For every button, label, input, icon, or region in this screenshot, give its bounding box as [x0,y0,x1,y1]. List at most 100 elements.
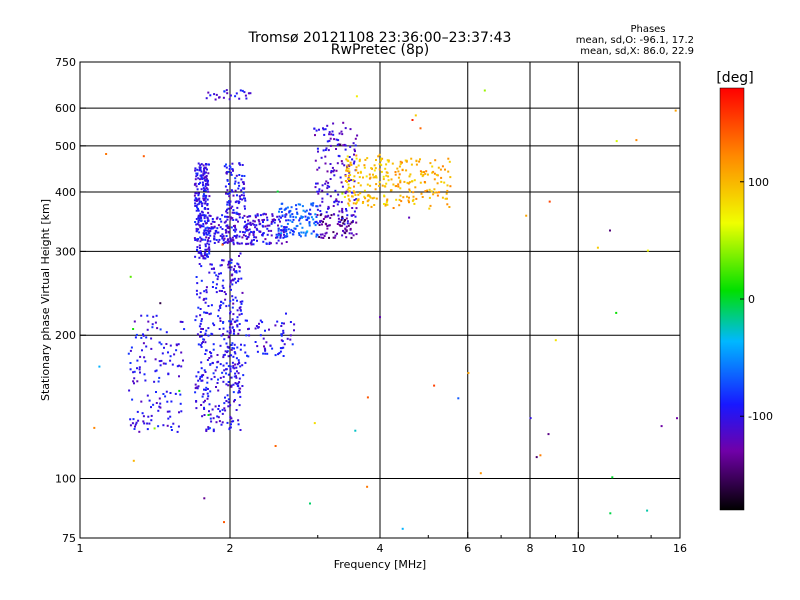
echo-point [206,359,209,361]
echo-point [233,343,236,346]
echo-point [157,425,160,428]
echo-point [344,219,346,221]
echo-point [196,168,199,171]
echo-point [327,181,330,184]
echo-point [245,97,248,100]
x-axis-label: Frequency [MHz] [334,558,426,571]
echo-point [135,421,138,424]
echo-point [224,396,226,399]
echo-point [198,263,201,265]
echo-point [247,242,250,245]
echo-point [237,200,240,203]
echo-point [232,313,235,316]
echo-point [209,215,212,217]
echo-point [433,178,436,181]
echo-point [353,160,356,163]
echo-point [311,204,314,207]
echo-point [178,411,180,414]
echo-point [660,425,663,428]
echo-point [306,230,309,233]
echo-point [324,155,327,158]
echo-point [198,224,201,227]
echo-point [229,279,232,282]
echo-point [205,386,208,389]
echo-point [193,237,196,240]
echo-point [229,321,232,324]
echo-point [222,327,225,330]
echo-point [153,427,156,430]
echo-point [325,231,328,234]
echo-point [445,197,448,200]
echo-point [196,387,199,390]
echo-point [339,220,342,223]
echo-point [316,190,319,193]
echo-point [314,159,317,162]
echo-point [350,163,353,166]
echo-point [281,322,283,325]
echo-point [363,195,366,198]
echo-point [344,148,347,151]
echo-point [207,172,210,175]
echo-point [280,232,283,235]
echo-point [215,287,218,290]
echo-point [221,228,224,230]
echo-point [235,228,238,231]
echo-point [291,230,294,233]
echo-point [362,176,364,179]
echo-point [314,221,317,223]
echo-point [203,189,205,192]
echo-point [201,395,204,398]
echo-point [150,406,152,409]
echo-point [270,222,273,225]
echo-point [280,207,283,210]
echo-point [132,418,135,421]
echo-point [350,221,353,224]
echo-point [249,92,252,95]
echo-point [286,235,289,238]
echo-point [195,192,198,195]
echo-point [175,349,178,352]
echo-point [341,207,344,210]
echo-point [290,206,293,209]
echo-point [254,216,257,219]
echo-point [347,177,350,180]
echo-point [282,331,285,334]
echo-point [235,235,238,238]
echo-point [179,320,182,323]
echo-point [210,378,213,381]
echo-point [203,252,206,255]
echo-point [211,227,214,230]
echo-point [369,184,372,187]
echo-point [208,195,211,198]
echo-point [366,157,369,160]
echo-point [210,267,213,270]
echo-point [347,198,350,201]
echo-point [235,281,237,284]
echo-point [535,456,538,459]
echo-point [233,367,236,370]
echo-point [145,345,148,348]
echo-point [226,189,229,192]
echo-point [340,219,343,221]
echo-point [216,415,219,418]
echo-point [413,179,416,182]
echo-point [324,232,327,235]
echo-point [180,351,183,354]
echo-point [246,226,248,229]
echo-point [229,200,232,203]
echo-point [198,200,201,203]
echo-point [319,233,322,236]
echo-point [347,160,350,162]
echo-point [233,235,236,237]
echo-point [203,257,206,260]
echo-point [404,159,407,162]
echo-point [230,385,233,388]
echo-point [218,289,221,292]
echo-point [197,306,200,309]
echo-point [238,213,241,216]
echo-point [446,189,449,192]
echo-point [232,298,235,301]
echo-point [199,250,202,253]
echo-point [204,353,207,355]
echo-point [134,425,136,428]
